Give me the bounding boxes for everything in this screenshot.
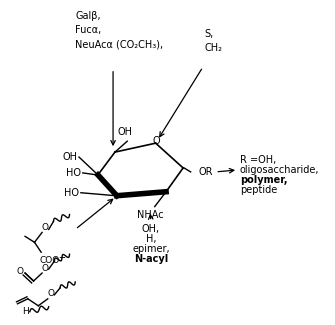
- Text: O: O: [17, 266, 24, 276]
- Text: S,
CH₂: S, CH₂: [205, 29, 223, 53]
- Text: Galβ,
Fucα,
NeuAcα (CO₂CH₃),: Galβ, Fucα, NeuAcα (CO₂CH₃),: [75, 11, 163, 49]
- Text: H: H: [22, 307, 28, 316]
- Text: H,: H,: [146, 234, 156, 244]
- Text: O: O: [153, 136, 160, 146]
- Text: O: O: [42, 223, 49, 232]
- Text: oligosaccharide,: oligosaccharide,: [240, 165, 319, 175]
- Text: OH,: OH,: [142, 225, 160, 234]
- Text: peptide: peptide: [240, 185, 277, 195]
- Text: epimer,: epimer,: [132, 244, 170, 254]
- Text: O: O: [47, 289, 54, 298]
- Text: N-acyl: N-acyl: [134, 254, 168, 264]
- Text: −: −: [58, 253, 65, 262]
- Text: O: O: [42, 264, 49, 273]
- Text: OR: OR: [198, 167, 213, 177]
- Text: HO: HO: [66, 168, 81, 178]
- Text: OH: OH: [118, 127, 133, 137]
- Text: NHAc: NHAc: [137, 210, 163, 220]
- Text: OH: OH: [62, 152, 77, 162]
- Text: R =OH,: R =OH,: [240, 155, 276, 165]
- Text: COO: COO: [39, 256, 60, 265]
- Text: polymer,: polymer,: [240, 175, 287, 185]
- Text: HO: HO: [64, 188, 79, 198]
